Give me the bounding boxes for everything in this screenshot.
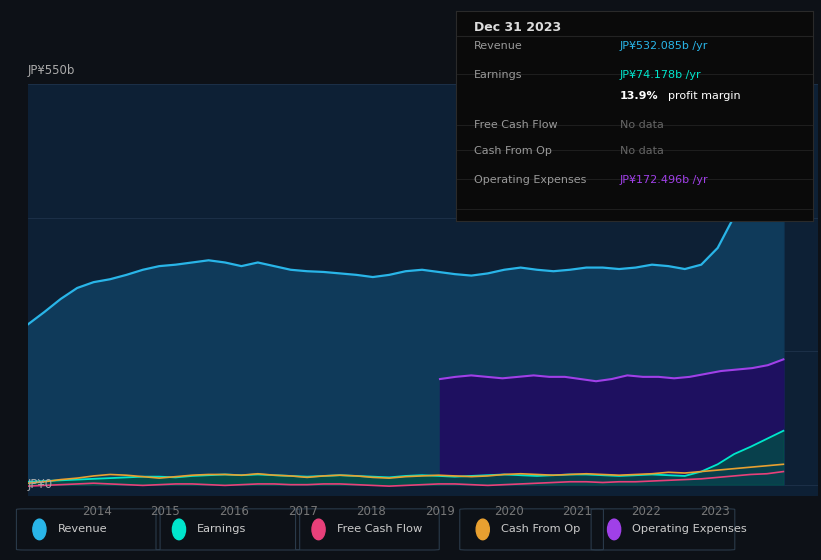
Text: 13.9%: 13.9% bbox=[620, 91, 658, 101]
Text: Free Cash Flow: Free Cash Flow bbox=[337, 524, 422, 534]
Text: 2018: 2018 bbox=[356, 505, 386, 518]
Text: JP¥172.496b /yr: JP¥172.496b /yr bbox=[620, 175, 709, 185]
Text: 2020: 2020 bbox=[493, 505, 524, 518]
Ellipse shape bbox=[476, 519, 489, 540]
Text: No data: No data bbox=[620, 120, 664, 130]
Text: Operating Expenses: Operating Expenses bbox=[632, 524, 747, 534]
Ellipse shape bbox=[312, 519, 325, 540]
Ellipse shape bbox=[608, 519, 621, 540]
Text: 2014: 2014 bbox=[81, 505, 112, 518]
Text: Earnings: Earnings bbox=[474, 70, 522, 80]
Text: 2021: 2021 bbox=[562, 505, 592, 518]
Text: profit margin: profit margin bbox=[668, 91, 741, 101]
Text: JP¥550b: JP¥550b bbox=[28, 64, 76, 77]
Text: JP¥532.085b /yr: JP¥532.085b /yr bbox=[620, 41, 709, 50]
Text: Revenue: Revenue bbox=[57, 524, 107, 534]
Text: Revenue: Revenue bbox=[474, 41, 522, 50]
Text: Free Cash Flow: Free Cash Flow bbox=[474, 120, 557, 130]
Text: 2015: 2015 bbox=[150, 505, 180, 518]
Ellipse shape bbox=[33, 519, 46, 540]
Text: Dec 31 2023: Dec 31 2023 bbox=[474, 21, 561, 34]
Text: 2023: 2023 bbox=[699, 505, 730, 518]
Text: JP¥0: JP¥0 bbox=[28, 478, 53, 491]
Text: 2017: 2017 bbox=[287, 505, 318, 518]
Text: JP¥74.178b /yr: JP¥74.178b /yr bbox=[620, 70, 702, 80]
Text: 2022: 2022 bbox=[631, 505, 661, 518]
Text: Operating Expenses: Operating Expenses bbox=[474, 175, 586, 185]
Text: Earnings: Earnings bbox=[197, 524, 246, 534]
Ellipse shape bbox=[172, 519, 186, 540]
Text: 2019: 2019 bbox=[425, 505, 455, 518]
Text: Cash From Op: Cash From Op bbox=[501, 524, 580, 534]
Text: Cash From Op: Cash From Op bbox=[474, 146, 552, 156]
Text: No data: No data bbox=[620, 146, 664, 156]
Text: 2016: 2016 bbox=[219, 505, 249, 518]
